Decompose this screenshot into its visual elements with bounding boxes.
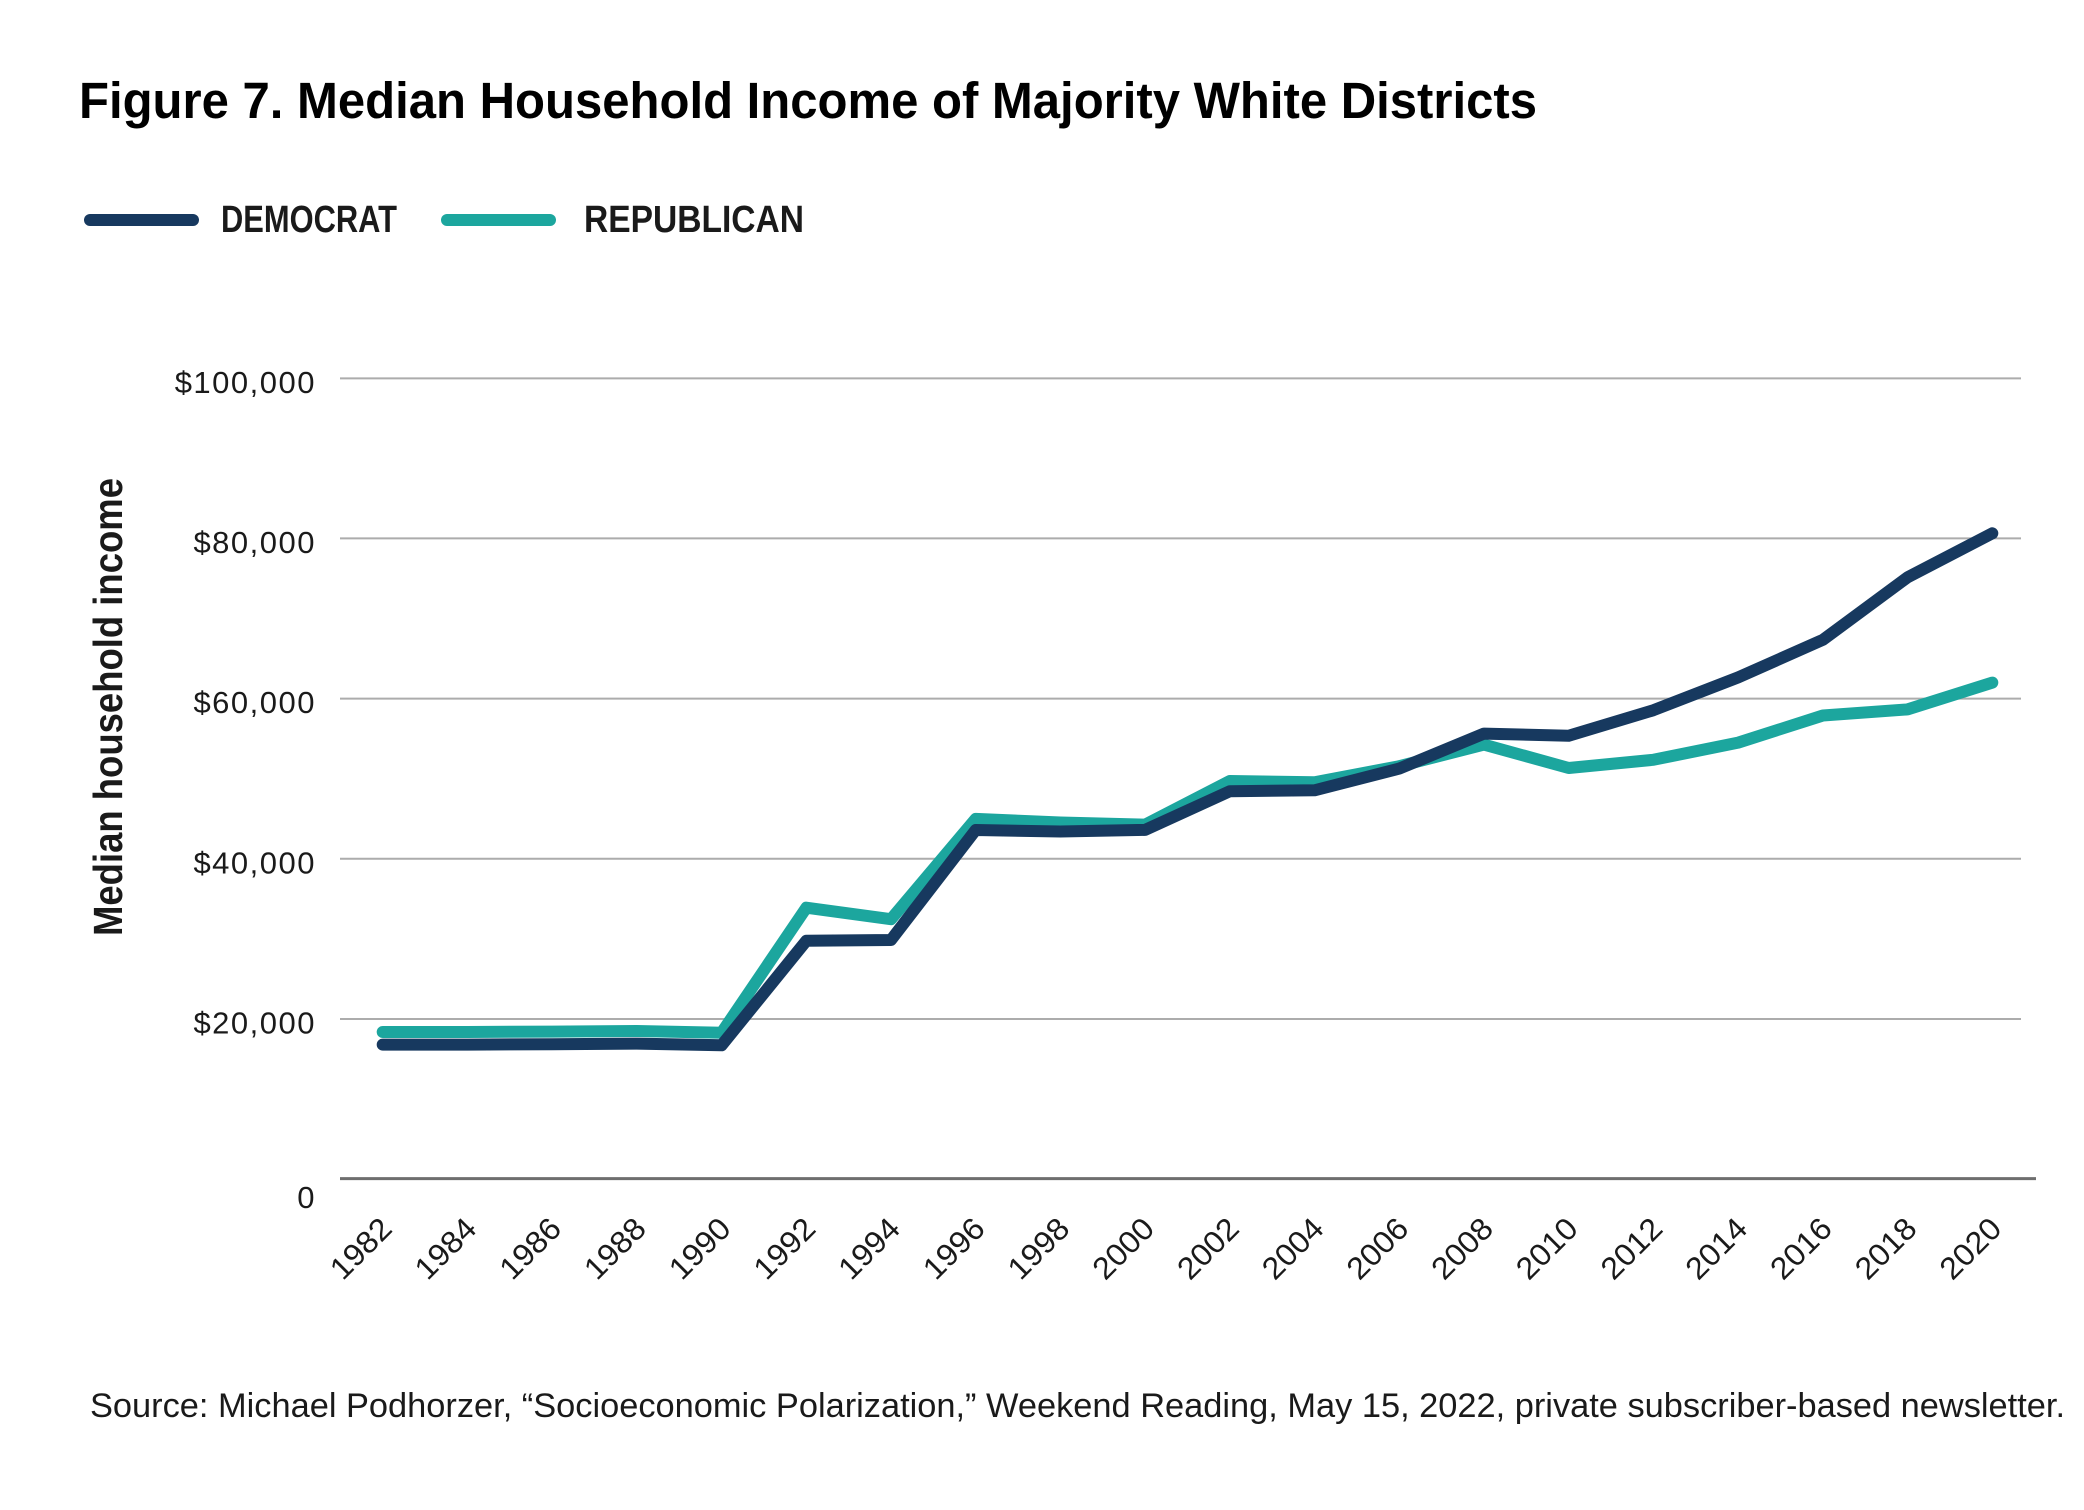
svg-text:$20,000: $20,000 — [193, 1006, 316, 1041]
svg-text:$80,000: $80,000 — [193, 525, 316, 560]
svg-text:$100,000: $100,000 — [175, 365, 316, 400]
svg-text:Median household income: Median household income — [85, 478, 131, 936]
svg-text:DEMOCRAT: DEMOCRAT — [221, 199, 397, 241]
svg-text:Source: Michael Podhorzer, “So: Source: Michael Podhorzer, “Socioeconomi… — [90, 1387, 2065, 1425]
svg-text:$60,000: $60,000 — [193, 685, 316, 720]
svg-text:$40,000: $40,000 — [193, 845, 316, 880]
svg-text:REPUBLICAN: REPUBLICAN — [584, 199, 804, 241]
svg-text:Figure 7. Median Household Inc: Figure 7. Median Household Income of Maj… — [79, 72, 1537, 129]
svg-text:0: 0 — [297, 1180, 316, 1215]
